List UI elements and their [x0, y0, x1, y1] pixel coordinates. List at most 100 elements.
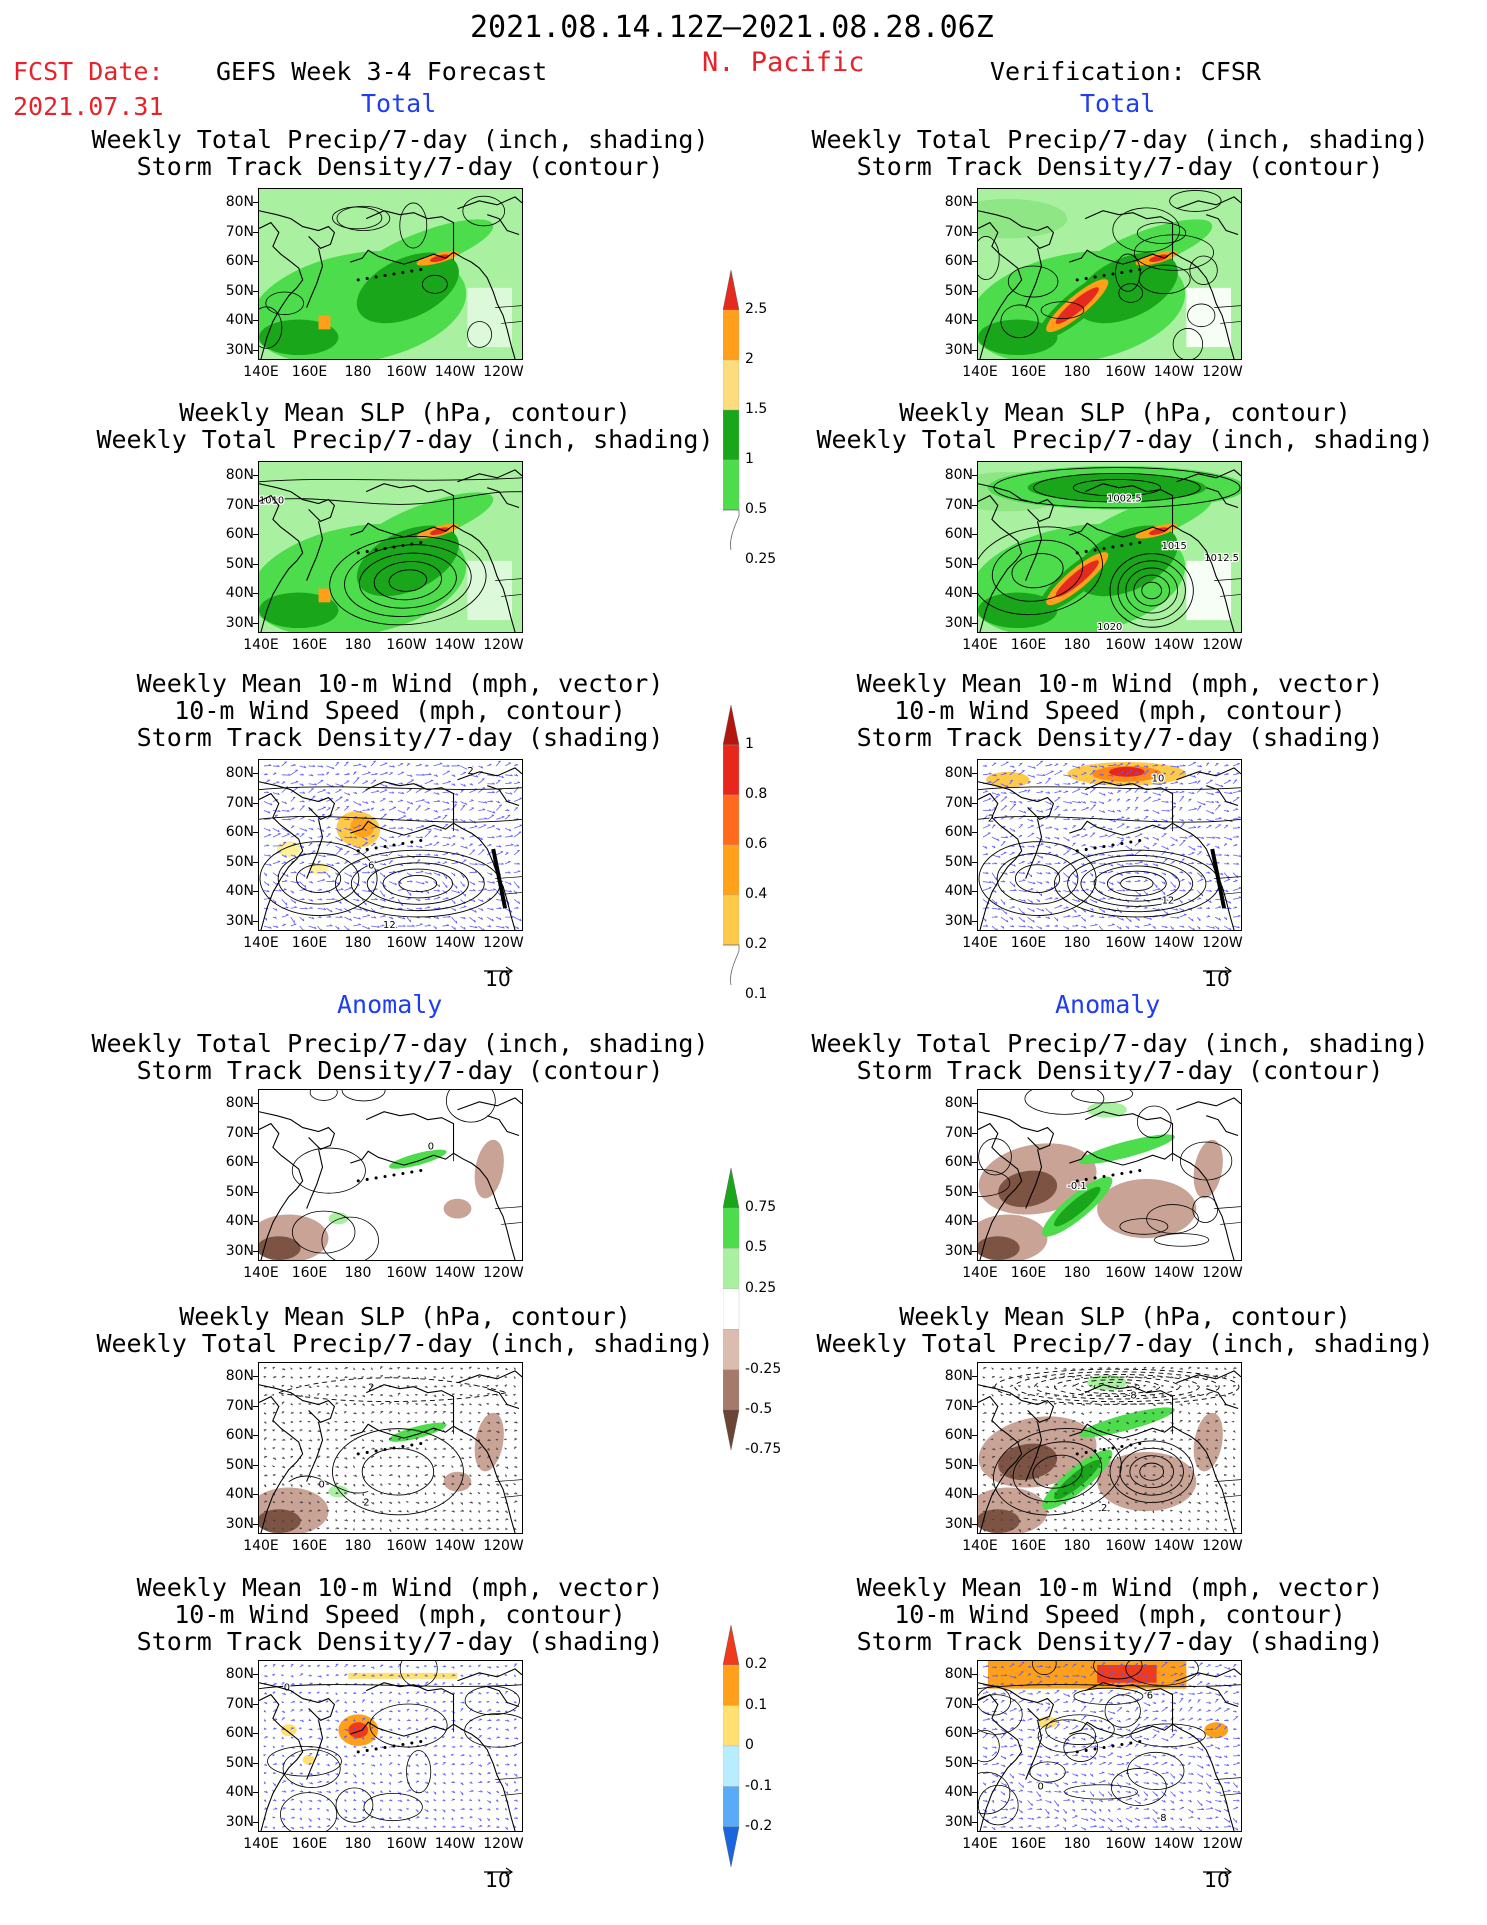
lat-tick-label: 70N	[225, 223, 254, 240]
lat-tick-label: 30N	[944, 912, 973, 929]
lat-tick-label: 40N	[225, 1784, 254, 1800]
lat-tick-label: 60N	[944, 1427, 973, 1443]
map-plot: 10 12 2	[978, 760, 1241, 930]
contour-label: 2	[363, 1497, 369, 1508]
lat-tick-label: 50N	[944, 1754, 973, 1771]
contour-label: 2	[467, 766, 473, 777]
lat-tick	[972, 1494, 977, 1495]
lat-tick-label: 70N	[225, 1695, 254, 1712]
lon-tick-label: 140E	[243, 364, 279, 380]
lat-tick	[972, 1464, 977, 1466]
lat-tick-label: 80N	[225, 194, 254, 210]
map-plot: 2 0 2	[259, 1366, 522, 1533]
lon-tick-label: 120W	[1202, 637, 1243, 653]
lon-tick-label: 160W	[386, 935, 427, 951]
lat-tick	[253, 622, 258, 624]
contour-label: 6	[368, 861, 374, 872]
contour-label: 2	[368, 1383, 374, 1394]
lon-tick-label: 180	[1063, 1836, 1091, 1852]
lat-tick	[972, 1103, 977, 1104]
lon-tick-label: 160W	[386, 1538, 427, 1554]
coastline	[978, 469, 1241, 632]
colorbar-label: 0.2	[745, 936, 768, 952]
map-panel-slp-gefs: 1010	[258, 461, 523, 633]
coastline	[259, 767, 522, 930]
lat-tick-label: 30N	[944, 1515, 973, 1532]
lat-tick-label: 80N	[225, 765, 254, 781]
panel-title: Weekly Mean 10-m Wind (mph, vector) 10-m…	[856, 1573, 1384, 1656]
lat-tick	[253, 1376, 258, 1377]
period-title: 2021.08.14.12Z–2021.08.28.06Z	[470, 10, 994, 45]
panel-title: Weekly Total Precip/7-day (inch, shading…	[91, 1029, 709, 1085]
map-panel-wind-cfsr: 10 12 2	[977, 759, 1242, 931]
lat-tick-label: 80N	[225, 1368, 254, 1384]
lat-tick	[253, 1733, 258, 1734]
colorbar-label: -0.2	[745, 1818, 773, 1834]
lon-tick-label: 140W	[434, 935, 476, 951]
lat-tick-label: 60N	[944, 253, 973, 269]
fcst-label: FCST Date:	[13, 57, 164, 86]
lat-tick-label: 50N	[944, 1456, 973, 1473]
lat-tick-label: 60N	[225, 824, 254, 840]
panel-title: Weekly Total Precip/7-day (inch, shading…	[811, 125, 1429, 181]
lat-tick-label: 70N	[944, 1397, 973, 1414]
coastline	[259, 1097, 522, 1260]
lon-tick-label: 160E	[291, 1538, 328, 1554]
lat-tick-label: 60N	[944, 1725, 973, 1741]
lat-tick	[253, 504, 258, 506]
lon-tick-label: 120W	[483, 1265, 524, 1281]
vector-reference-arrow-icon	[478, 957, 518, 976]
lon-tick-label: 140E	[243, 1538, 279, 1554]
lat-tick	[253, 349, 258, 351]
lat-tick-label: 30N	[944, 614, 973, 631]
lat-tick-label: 80N	[225, 1095, 254, 1111]
lon-tick-label: 160E	[1010, 1538, 1047, 1554]
lat-tick	[972, 802, 977, 804]
lat-tick	[253, 802, 258, 804]
lat-tick-label: 40N	[225, 1486, 254, 1502]
map-panel-slp_anom-gefs: 2 0 2	[258, 1362, 523, 1534]
lat-tick	[972, 861, 977, 863]
lat-tick	[253, 534, 258, 535]
contour-label: -8	[1127, 1391, 1137, 1402]
lon-tick-label: 140E	[962, 1265, 998, 1281]
lat-tick-label: 60N	[944, 526, 973, 542]
lat-tick	[253, 1464, 258, 1466]
section-anomaly-left: Anomaly	[337, 990, 443, 1019]
lat-tick	[972, 1674, 977, 1675]
map-plot: 2 6 12	[259, 760, 522, 930]
contour-label: 10	[1152, 774, 1165, 785]
lon-tick-label: 160W	[1105, 637, 1146, 653]
lat-tick-label: 80N	[944, 1368, 973, 1384]
lon-tick-label: 180	[1063, 1265, 1091, 1281]
contour-label: 12	[1162, 895, 1175, 906]
lon-tick-label: 120W	[483, 364, 524, 380]
panel-title: Weekly Mean SLP (hPa, contour) Weekly To…	[96, 398, 714, 454]
lon-tick-label: 180	[1063, 1538, 1091, 1554]
lat-tick-label: 70N	[944, 794, 973, 811]
contour-label: 1012.5	[1204, 553, 1239, 564]
contour-label: 2	[988, 813, 994, 824]
panel-title: Weekly Mean SLP (hPa, contour) Weekly To…	[816, 1302, 1434, 1358]
lat-tick-label: 50N	[225, 1183, 254, 1200]
lat-tick-label: 60N	[225, 526, 254, 542]
lat-tick	[253, 1674, 258, 1675]
lat-tick	[972, 534, 977, 535]
contour-label: 6	[1147, 1691, 1153, 1702]
lon-tick-label: 120W	[1202, 1836, 1243, 1852]
lon-tick-label: 140W	[1153, 637, 1195, 653]
lon-tick-label: 160W	[1105, 1836, 1146, 1852]
map-panel-wind_anom-cfsr: 0 6 -8	[977, 1660, 1242, 1832]
map-plot: -8 2	[978, 1366, 1241, 1533]
contour-label: 0	[284, 1683, 290, 1694]
vector-reference: 10	[1197, 1858, 1237, 1892]
lat-tick-label: 60N	[944, 1154, 973, 1170]
lon-tick-label: 160E	[291, 1836, 328, 1852]
vector-reference: 10	[1197, 957, 1237, 991]
lat-tick	[253, 891, 258, 892]
lon-tick-label: 180	[344, 935, 372, 951]
lon-tick-label: 140E	[243, 1836, 279, 1852]
vector-reference: 10	[478, 1858, 518, 1892]
wind-vectors	[982, 760, 1241, 930]
lat-tick-label: 50N	[225, 853, 254, 870]
